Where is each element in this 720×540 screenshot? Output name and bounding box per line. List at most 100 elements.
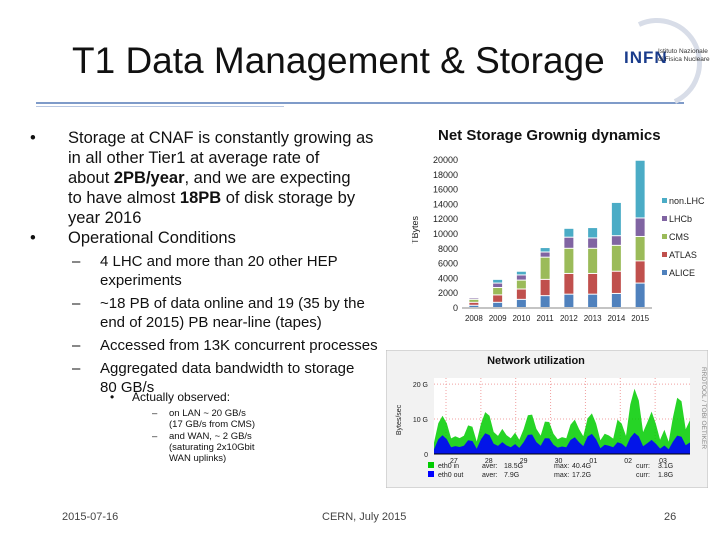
network-avg-label: aver: [482, 463, 498, 470]
legend-swatch [662, 216, 667, 221]
observed-line: and WAN, ~ 2 GB/s [169, 431, 252, 442]
y-tick-label: 14000 [433, 199, 458, 209]
sub-bullet-line: 4 LHC and more than 20 other HEP [100, 253, 338, 270]
legend-swatch [662, 252, 667, 257]
y-tick-label: 2000 [438, 288, 458, 298]
network-chart-title: Network utilization [487, 355, 585, 367]
sub-bullet-dash: – [72, 253, 81, 270]
bar-segment [564, 248, 574, 273]
y-axis-label: TBytes [412, 216, 420, 245]
y-tick-label: 8000 [438, 244, 458, 254]
bullet-item: • Storage at CNAF is constantly growing … [30, 128, 412, 228]
y-tick-label: 4000 [438, 273, 458, 283]
sub-bullet-line: ~18 PB of data online and 19 (35 by the [100, 295, 365, 312]
sub-bullet-item: – Accessed from 13K concurrent processes [30, 336, 412, 355]
bullet-list: • Storage at CNAF is constantly growing … [30, 128, 412, 397]
bar-segment [564, 228, 574, 237]
bar-segment [611, 293, 621, 307]
x-tick-label: 2013 [584, 314, 602, 323]
bar-segment [493, 302, 503, 307]
bar-segment [588, 238, 598, 248]
bar-segment [516, 271, 526, 275]
network-x-tick: 28 [485, 458, 493, 465]
bullet-item: • Operational Conditions [30, 228, 412, 248]
observed-item: – on LAN ~ 20 GB/s (17 GB/s from CMS) [152, 408, 282, 430]
bar-segment [635, 261, 645, 283]
network-x-tick: 03 [659, 458, 667, 465]
y-tick-label: 6000 [438, 259, 458, 269]
y-tick-label: 0 [453, 303, 458, 313]
sub-bullet-line: 80 GB/s [100, 379, 155, 396]
bar-segment [564, 294, 574, 307]
legend-label: LHCb [669, 214, 692, 224]
observed-line: (17 GB/s from CMS) [169, 419, 256, 430]
bar-segment [588, 248, 598, 273]
network-avg-label: aver: [482, 472, 498, 479]
network-x-tick: 01 [589, 458, 597, 465]
legend-label: non.LHC [669, 196, 705, 206]
rrdtool-credit: RRDTOOL / TOBI OETIKER [700, 367, 707, 449]
x-tick-label: 2014 [607, 314, 625, 323]
bar-segment [611, 271, 621, 293]
network-curr-label: curr: [636, 463, 650, 470]
y-tick-label: 12000 [433, 214, 458, 224]
logo-institute-line: Istituto Nazionale [658, 48, 708, 55]
bar-segment [516, 280, 526, 289]
legend-swatch [662, 198, 667, 203]
y-tick-label: 18000 [433, 170, 458, 180]
title-underline-accent [36, 106, 284, 107]
observed-list: – on LAN ~ 20 GB/s (17 GB/s from CMS) – … [152, 408, 282, 465]
sub-bullet-line: Accessed from 13K concurrent processes [100, 337, 378, 354]
network-x-tick: 27 [450, 458, 458, 465]
bar-segment [493, 283, 503, 288]
network-legend-label: eth0 out [438, 472, 463, 479]
traffic-in-area [434, 388, 690, 454]
bar-segment [493, 279, 503, 283]
sub-bullet-line: Aggregated data bandwidth to storage [100, 360, 355, 377]
y-tick-label: 20000 [433, 155, 458, 165]
y-tick-label: 10000 [433, 229, 458, 239]
bar-segment [516, 299, 526, 307]
network-avg-value: 7.9G [504, 472, 519, 479]
bullet-dot: • [30, 129, 36, 147]
observed-line: on LAN ~ 20 GB/s [169, 408, 246, 419]
sub-bullet-item: – ~18 PB of data online and 19 (35 by th… [30, 294, 412, 332]
sub-bullet-line: end of 2015) PB near-line (tapes) [100, 314, 322, 331]
network-y-tick: 20 G [413, 382, 428, 389]
bar-segment [611, 202, 621, 236]
legend-label: ALICE [669, 268, 695, 278]
network-y-tick: 10 G [413, 417, 428, 424]
network-legend-label: eth0 in [438, 463, 459, 470]
y-tick-label: 16000 [433, 185, 458, 195]
sub-bullet-dash: – [72, 295, 81, 312]
bar-segment [540, 296, 550, 307]
network-legend-swatch [428, 471, 434, 477]
legend-swatch [662, 234, 667, 239]
bar-segment [588, 294, 598, 307]
x-tick-label: 2012 [560, 314, 578, 323]
sub-bullet-line: experiments [100, 272, 182, 289]
bar-segment [540, 252, 550, 257]
bar-segment [469, 299, 479, 302]
bar-segment [635, 283, 645, 307]
network-curr-value: 3.1G [658, 463, 673, 470]
network-max-label: max: [554, 463, 569, 470]
network-max-value: 17.2G [572, 472, 591, 479]
observed-title: Actually observed: [132, 390, 231, 404]
legend-label: ATLAS [669, 250, 697, 260]
sub-bullet-dash: – [72, 360, 81, 377]
bullet-line: Storage at CNAF is constantly growing as [68, 129, 374, 147]
x-tick-label: 2010 [512, 314, 530, 323]
bullet-dot: • [30, 229, 36, 247]
bar-segment [516, 275, 526, 280]
infn-logo: INFN Istituto Nazionale di Fisica Nuclea… [599, 5, 720, 121]
bar-segment [493, 288, 503, 295]
network-y-tick: 0 [424, 452, 428, 459]
bold-value: 18PB [179, 189, 222, 207]
traffic-out-area [434, 432, 690, 454]
observed-dash: – [152, 408, 158, 419]
network-curr-value: 1.8G [658, 472, 673, 479]
network-x-tick: 02 [624, 458, 632, 465]
title-underline [36, 102, 684, 104]
bullet-line: in all other Tier1 at average rate of [68, 149, 320, 167]
